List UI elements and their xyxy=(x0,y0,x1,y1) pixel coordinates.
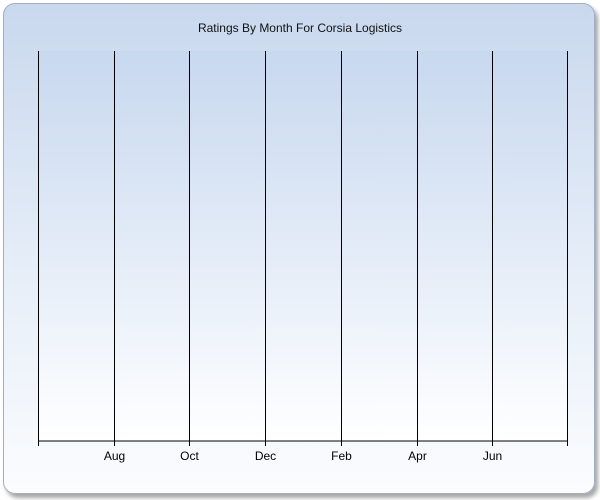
plot-area xyxy=(38,51,568,441)
x-tick-label-apr: Apr xyxy=(408,449,427,463)
x-tick-label-oct: Oct xyxy=(180,449,199,463)
x-tick-label-dec: Dec xyxy=(255,449,276,463)
x-axis-tick-labels: Aug Oct Dec Feb Apr Jun xyxy=(104,449,502,463)
x-tick-label-aug: Aug xyxy=(104,449,125,463)
grid-lines xyxy=(38,51,568,441)
x-axis-ticks xyxy=(38,441,568,446)
chart-title: Ratings By Month For Corsia Logistics xyxy=(197,21,403,35)
x-tick-label-feb: Feb xyxy=(331,449,352,463)
x-tick-label-jun: Jun xyxy=(483,449,502,463)
